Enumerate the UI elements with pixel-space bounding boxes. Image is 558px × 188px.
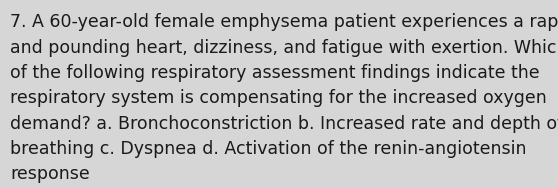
Text: respiratory system is compensating for the increased oxygen: respiratory system is compensating for t… bbox=[10, 89, 547, 107]
Text: of the following respiratory assessment findings indicate the: of the following respiratory assessment … bbox=[10, 64, 540, 82]
Text: 7. A 60-year-old female emphysema patient experiences a rapid: 7. A 60-year-old female emphysema patien… bbox=[10, 13, 558, 31]
Text: response: response bbox=[10, 165, 90, 183]
Text: and pounding heart, dizziness, and fatigue with exertion. Which: and pounding heart, dizziness, and fatig… bbox=[10, 39, 558, 57]
Text: breathing c. Dyspnea d. Activation of the renin-angiotensin: breathing c. Dyspnea d. Activation of th… bbox=[10, 140, 527, 158]
Text: demand? a. Bronchoconstriction b. Increased rate and depth of: demand? a. Bronchoconstriction b. Increa… bbox=[10, 115, 558, 133]
